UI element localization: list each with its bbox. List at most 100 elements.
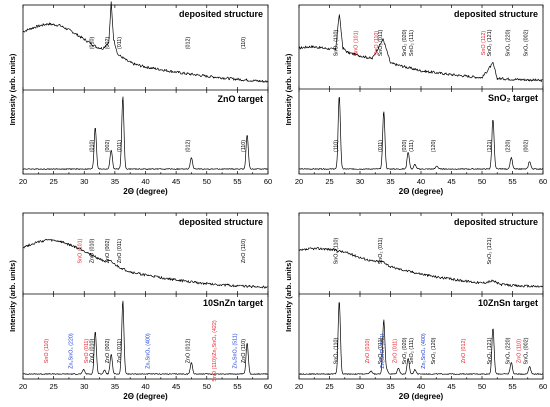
y-axis-label: Intensity (arb. units) (284, 260, 293, 332)
peak-label: ZnO (002) (105, 239, 111, 264)
peak-label: (121) (487, 140, 493, 153)
x-tick-label: 50 (203, 382, 211, 391)
peak-label: ZnO (010) (365, 339, 371, 364)
x-tick-label: 30 (356, 382, 364, 391)
x-tick-label: 60 (264, 177, 272, 186)
x-tick-label: 55 (233, 177, 241, 186)
peak-label: (010) (89, 140, 95, 153)
peak-label: SnO₂ (011) (378, 30, 384, 57)
peak-label: (120) (431, 140, 437, 153)
peak-label: ZnO (110) (241, 239, 247, 263)
x-tick-label: 25 (325, 177, 333, 186)
peak-label: SnO (011) (84, 339, 90, 364)
peak-label: SnO₂ (121) (487, 337, 493, 364)
peak-label: SnO (101) (78, 238, 84, 263)
x-tick-label: 30 (356, 177, 364, 186)
peak-label: SnO (110) (374, 31, 380, 56)
x-tick-label: 20 (19, 177, 27, 186)
peak-label: SnO₂ (020) (402, 337, 408, 364)
x-tick-label: 40 (141, 382, 149, 391)
x-tick-label: 45 (172, 382, 180, 391)
x-tick-label: 55 (233, 382, 241, 391)
peak-label: SnO₂ (121) (487, 237, 493, 264)
x-tick-label: 60 (539, 382, 547, 391)
peak-label: (020) (402, 140, 408, 153)
x-tick-label: 55 (508, 177, 516, 186)
peak-label: Zn₂SnO₄ (311) (380, 333, 386, 368)
peak-label: (110) (241, 140, 247, 152)
panel-title-target: 10SnZn target (203, 298, 263, 308)
peak-label: Zn₂SnO₄ (400) (421, 333, 427, 369)
x-tick-label: 20 (295, 382, 303, 391)
peak-label: SnO (110)/Zn₂SnO₄ (422) (212, 320, 218, 382)
x-tick-label: 55 (508, 382, 516, 391)
x-tick-label: 40 (141, 177, 149, 186)
peak-label: (010) (89, 37, 95, 50)
x-tick-label: 40 (417, 382, 425, 391)
peak-label: SnO (110) (44, 339, 50, 364)
peak-label: (011) (117, 37, 123, 49)
peak-label: ZnO (010) (89, 339, 95, 364)
series-line (22, 1, 268, 83)
panel-title-target: 10ZnSn target (478, 298, 538, 308)
series-line (298, 97, 544, 170)
x-tick-label: 50 (478, 382, 486, 391)
peak-label: ZnO (002) (105, 339, 111, 364)
series-line (22, 96, 269, 170)
x-tick-label: 25 (49, 177, 57, 186)
panel-title-target: ZnO target (217, 94, 263, 104)
panel-title-deposited: deposited structure (179, 217, 263, 227)
peak-label: SnO₂ (220) (505, 29, 511, 56)
peak-label: (220) (505, 140, 511, 153)
panel-title-target: SnO₂ target (488, 93, 538, 103)
x-tick-label: 35 (386, 177, 394, 186)
peak-label: SnO (112) (481, 31, 487, 56)
peak-label: ZnO (011) (117, 239, 123, 263)
x-tick-label: 30 (80, 382, 88, 391)
peak-label: (012) (185, 140, 191, 153)
x-tick-label: 25 (49, 382, 57, 391)
x-axis-label: 2Θ (degree) (123, 392, 168, 401)
x-tick-label: 20 (19, 382, 27, 391)
x-tick-label: 25 (325, 382, 333, 391)
peak-label: ZnO (011) (117, 339, 123, 363)
series-line (299, 247, 543, 288)
panel-title-deposited: deposited structure (454, 217, 538, 227)
peak-label: SnO₂ (011) (378, 238, 384, 265)
peak-label: (111) (409, 140, 415, 152)
panel-title-deposited: deposited structure (454, 9, 538, 19)
x-tick-label: 45 (447, 177, 455, 186)
x-tick-label: 35 (386, 382, 394, 391)
x-tick-label: 45 (447, 382, 455, 391)
peak-label: ZnO (012) (461, 339, 467, 364)
y-axis-label: Intensity (arb. units) (8, 53, 17, 125)
peak-label: SnO₂ (111) (409, 338, 415, 364)
peak-label: Zn₂SnO₄ (220) (68, 333, 74, 369)
x-tick-label: 30 (80, 177, 88, 186)
x-tick-label: 50 (203, 177, 211, 186)
peak-label: SnO₂ (111) (409, 30, 415, 56)
x-tick-label: 40 (417, 177, 425, 186)
peak-label: SnO₂ (011) (378, 338, 384, 365)
peak-label: SnO₂ (110) (333, 238, 339, 265)
x-tick-label: 50 (478, 177, 486, 186)
series-line (298, 14, 543, 83)
x-tick-label: 60 (539, 177, 547, 186)
peak-label: (110) (333, 140, 339, 152)
x-tick-label: 60 (264, 382, 272, 391)
peak-label: SnO₂ (002) (524, 29, 530, 56)
peak-label: Zn₂SnO₄ (511) (233, 333, 239, 368)
peak-label: ZnO (010) (89, 239, 95, 264)
peak-label: (002) (105, 140, 111, 153)
y-axis-label: Intensity (arb. units) (8, 260, 17, 332)
peak-label: SnO₂ (121) (487, 29, 493, 56)
x-axis-label: 2Θ (degree) (399, 392, 444, 401)
x-axis-label: 2Θ (degree) (123, 187, 168, 196)
peak-label: ZnO (110) (516, 339, 522, 363)
chart-sno2: 20 25 30 35 40 45 50 55 60 2Θ (degree) Intensity (… (284, 4, 547, 196)
peak-label: SnO₂ (120) (431, 337, 437, 364)
series-line (22, 238, 268, 289)
peak-label: SnO₂ (220) (505, 337, 511, 364)
x-tick-label: 20 (295, 177, 303, 186)
